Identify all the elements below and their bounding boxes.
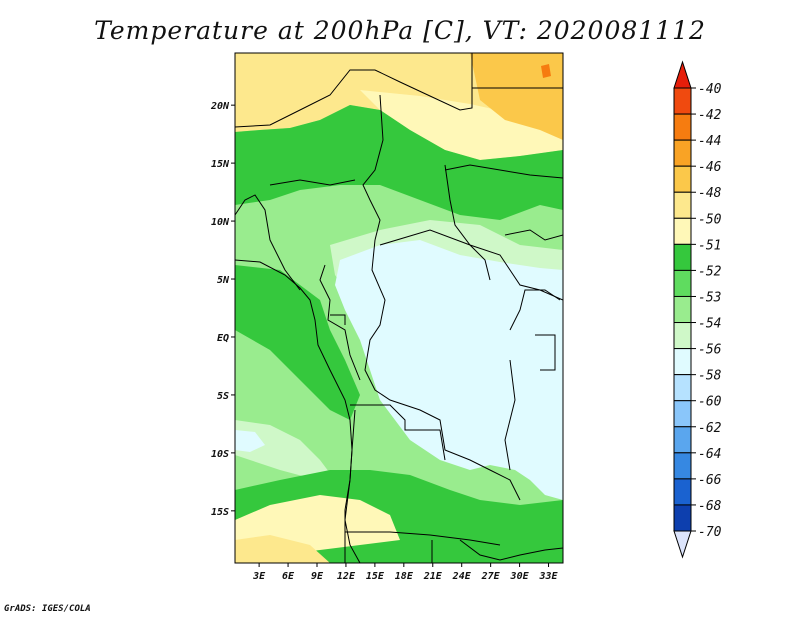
lon-label: 30E: [510, 571, 530, 582]
field-light-green-south: [235, 420, 335, 480]
colorbar-swatch: [673, 504, 692, 532]
border-line: [459, 539, 563, 561]
colorbar-swatch: [673, 87, 692, 115]
lon-label: 3E: [252, 571, 266, 582]
colorbar-label: -66: [698, 473, 722, 488]
country-borders: [235, 53, 563, 563]
lat-label: 15N: [211, 159, 230, 170]
colorbar-label: -50: [698, 212, 722, 227]
lat-label: 5S: [217, 391, 229, 402]
latitude-axis: 20N 15N 10N 5N EQ 5S 10S 15S: [210, 101, 235, 518]
border-line: [330, 314, 346, 325]
colorbar-label: -60: [698, 395, 722, 410]
field-northeast-orange: [470, 53, 563, 140]
border-line: [362, 94, 384, 241]
colorbar-label: -44: [698, 134, 721, 149]
colorbar-label: -42: [698, 108, 722, 123]
colorbar-swatch: [673, 478, 692, 506]
map-frame: [234, 52, 564, 564]
longitude-axis: 3E 6E 9E 12E 15E 18E 21E 24E 27E 30E 33E: [252, 563, 559, 582]
colorbar-swatch: [673, 452, 692, 480]
colorbar-swatch: [673, 243, 692, 271]
lon-label: 18E: [395, 571, 414, 582]
field-south-yellow: [235, 535, 330, 563]
border-line: [504, 229, 563, 241]
colorbar-label: -53: [698, 290, 721, 305]
colorbar-swatch: [673, 191, 692, 219]
border-line: [269, 179, 356, 186]
border-line: [235, 194, 301, 291]
border-line: [350, 404, 446, 461]
lat-label: 20N: [210, 101, 230, 112]
colorbar-label: -62: [698, 421, 722, 436]
colorbar-label: -68: [698, 499, 722, 514]
colorbar-label: -70: [698, 525, 722, 540]
border-line: [344, 409, 361, 563]
colorbar-label: -46: [698, 160, 722, 175]
lat-label: 5N: [217, 275, 230, 286]
colorbar-swatch: [673, 426, 692, 454]
temperature-field: [235, 53, 563, 563]
field-sahel-green: [235, 105, 563, 220]
colorbar-top-arrow: [673, 60, 692, 89]
field-orange-spot: [541, 64, 551, 78]
colorbar-swatch: [673, 322, 692, 350]
colorbar-label: -58: [698, 369, 722, 384]
colorbar-swatch: [673, 295, 692, 324]
colorbar-bottom-arrow: [673, 530, 692, 559]
lon-label: 21E: [423, 571, 443, 582]
field-pale-west: [235, 430, 265, 452]
lat-label: EQ: [217, 333, 229, 344]
border-line: [509, 289, 561, 331]
border-line: [319, 264, 361, 381]
colorbar-swatch: [673, 348, 692, 376]
map-title: Temperature at 200hPa [C], VT: 202008111…: [94, 16, 706, 45]
colorbar-swatch: [673, 400, 692, 428]
border-line: [345, 531, 501, 546]
lat-label: 10N: [211, 217, 230, 228]
colorbar-swatch: [673, 113, 692, 141]
colorbar-swatch: [673, 374, 692, 402]
lat-label: 15S: [211, 507, 229, 518]
border-line: [444, 164, 563, 179]
border-line: [535, 334, 556, 371]
colorbar-label: -48: [698, 186, 722, 201]
credit-text: GrADS: IGES/COLA: [4, 604, 91, 614]
lon-label: 12E: [337, 571, 356, 582]
colorbar-label: -51: [698, 238, 721, 253]
lon-label: 33E: [538, 571, 558, 582]
lon-label: 27E: [481, 571, 501, 582]
lon-label: 6E: [282, 571, 295, 582]
colorbar-swatch: [673, 217, 692, 245]
border-line: [504, 359, 516, 471]
lon-label: 15E: [366, 571, 385, 582]
colorbar-swatch: [673, 165, 692, 193]
lat-label: 10S: [211, 449, 229, 460]
lon-label: 9E: [311, 571, 324, 582]
lon-label: 24E: [452, 571, 472, 582]
colorbar-swatch: [673, 269, 692, 297]
border-line: [364, 239, 521, 501]
colorbar-label: -64: [698, 447, 721, 462]
colorbar-swatch: [673, 139, 692, 167]
border-line: [444, 164, 491, 281]
colorbar-label: -54: [698, 317, 721, 332]
colorbar: -40 -42 -44 -46 -48 -50 -51 -52 -53 -54 -56 -58 -60 -…: [673, 60, 722, 559]
colorbar-label: -56: [698, 343, 722, 358]
field-north-pale: [360, 90, 563, 160]
colorbar-label: -52: [698, 264, 722, 279]
colorbar-label: -40: [698, 82, 722, 97]
coastline: [235, 259, 353, 563]
border-line: [235, 53, 473, 128]
field-west-green: [235, 265, 360, 420]
